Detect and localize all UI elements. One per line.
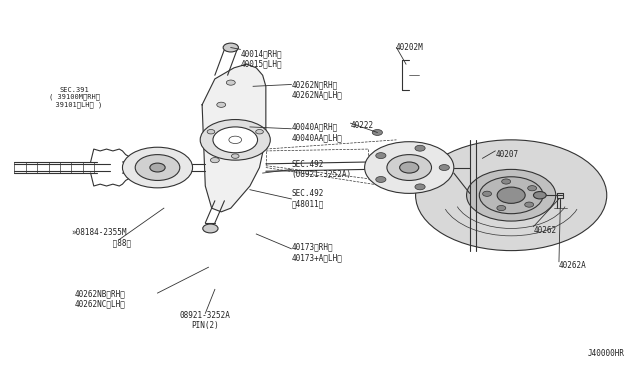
Polygon shape (202, 64, 266, 212)
Circle shape (217, 102, 226, 108)
Circle shape (415, 140, 607, 251)
Circle shape (479, 177, 543, 214)
Circle shape (232, 154, 239, 158)
Text: J40000HR: J40000HR (588, 350, 625, 359)
Circle shape (200, 119, 270, 160)
Circle shape (122, 147, 193, 188)
Circle shape (415, 184, 425, 190)
Circle shape (150, 163, 165, 172)
Circle shape (213, 127, 257, 153)
Text: 40262NB〈RH〉
40262NC〈LH〉: 40262NB〈RH〉 40262NC〈LH〉 (75, 289, 125, 308)
Text: 40202M: 40202M (395, 43, 423, 52)
Circle shape (534, 192, 546, 199)
Text: 40262: 40262 (534, 226, 557, 235)
Text: 08921-3252A
PIN(2): 08921-3252A PIN(2) (180, 311, 231, 330)
Circle shape (207, 129, 215, 134)
Circle shape (135, 155, 180, 180)
Text: 40262N〈RH〉
40262NA〈LH〉: 40262N〈RH〉 40262NA〈LH〉 (291, 80, 342, 100)
Text: »08184-2355M
         〈88〉: »08184-2355M 〈88〉 (72, 228, 132, 247)
Circle shape (497, 205, 506, 211)
Circle shape (527, 186, 536, 191)
Text: 40222: 40222 (351, 121, 374, 129)
Text: 40262A: 40262A (559, 261, 587, 270)
Text: 40207: 40207 (495, 150, 518, 159)
Circle shape (223, 43, 239, 52)
Text: 40014〈RH〉
40015〈LH〉: 40014〈RH〉 40015〈LH〉 (241, 49, 282, 68)
Text: SEC.492
(08921-3252A): SEC.492 (08921-3252A) (291, 160, 351, 179)
Circle shape (256, 129, 263, 134)
Circle shape (497, 187, 525, 203)
Circle shape (376, 177, 386, 182)
Circle shape (467, 169, 556, 221)
Circle shape (203, 224, 218, 233)
Circle shape (483, 191, 492, 196)
Circle shape (227, 80, 236, 85)
Text: SEC.391
( 39100M〈RH〉
  39101〈LH〉 ): SEC.391 ( 39100M〈RH〉 39101〈LH〉 ) (47, 87, 102, 108)
Circle shape (399, 162, 419, 173)
Circle shape (376, 153, 386, 158)
Circle shape (365, 142, 454, 193)
Circle shape (415, 145, 425, 151)
Text: 40040A〈RH〉
40040AA〈LH〉: 40040A〈RH〉 40040AA〈LH〉 (291, 123, 342, 142)
Circle shape (439, 164, 449, 170)
Circle shape (372, 129, 383, 135)
Circle shape (525, 202, 534, 207)
Circle shape (387, 155, 431, 180)
Text: 40173〈RH〉
40173+A〈LH〉: 40173〈RH〉 40173+A〈LH〉 (291, 243, 342, 262)
Circle shape (211, 158, 220, 163)
Circle shape (502, 179, 511, 184)
Text: SEC.492
〈48011〉: SEC.492 〈48011〉 (291, 189, 324, 209)
